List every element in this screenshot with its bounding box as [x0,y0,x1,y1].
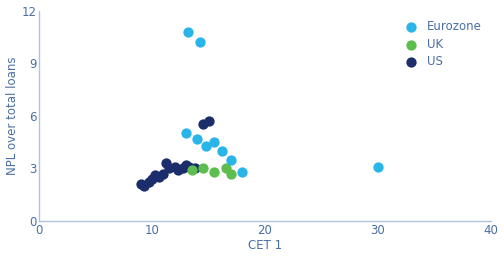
UK [210,170,218,174]
UK [221,166,229,170]
US [185,165,194,169]
Eurozone [227,157,235,162]
US [140,184,148,188]
US [205,119,213,123]
Eurozone [238,170,246,174]
Eurozone [193,136,201,141]
Y-axis label: NPL over total loans: NPL over total loans [6,57,19,175]
X-axis label: CET 1: CET 1 [248,239,282,252]
Eurozone [202,143,210,148]
UK [187,168,196,172]
Eurozone [182,131,190,135]
Eurozone [184,29,192,34]
US [137,182,145,186]
US [199,123,207,127]
Legend: Eurozone, UK, US: Eurozone, UK, US [396,17,485,72]
Eurozone [374,165,382,169]
US [162,161,170,165]
US [182,163,190,167]
US [145,180,153,184]
US [165,166,173,170]
US [148,177,156,181]
US [151,173,159,178]
UK [227,172,235,176]
UK [199,166,207,170]
US [174,168,182,172]
Eurozone [196,40,204,44]
US [159,172,167,176]
US [178,166,186,170]
Eurozone [218,149,226,153]
US [171,165,179,169]
Eurozone [210,140,218,144]
US [191,166,199,170]
US [155,175,163,179]
